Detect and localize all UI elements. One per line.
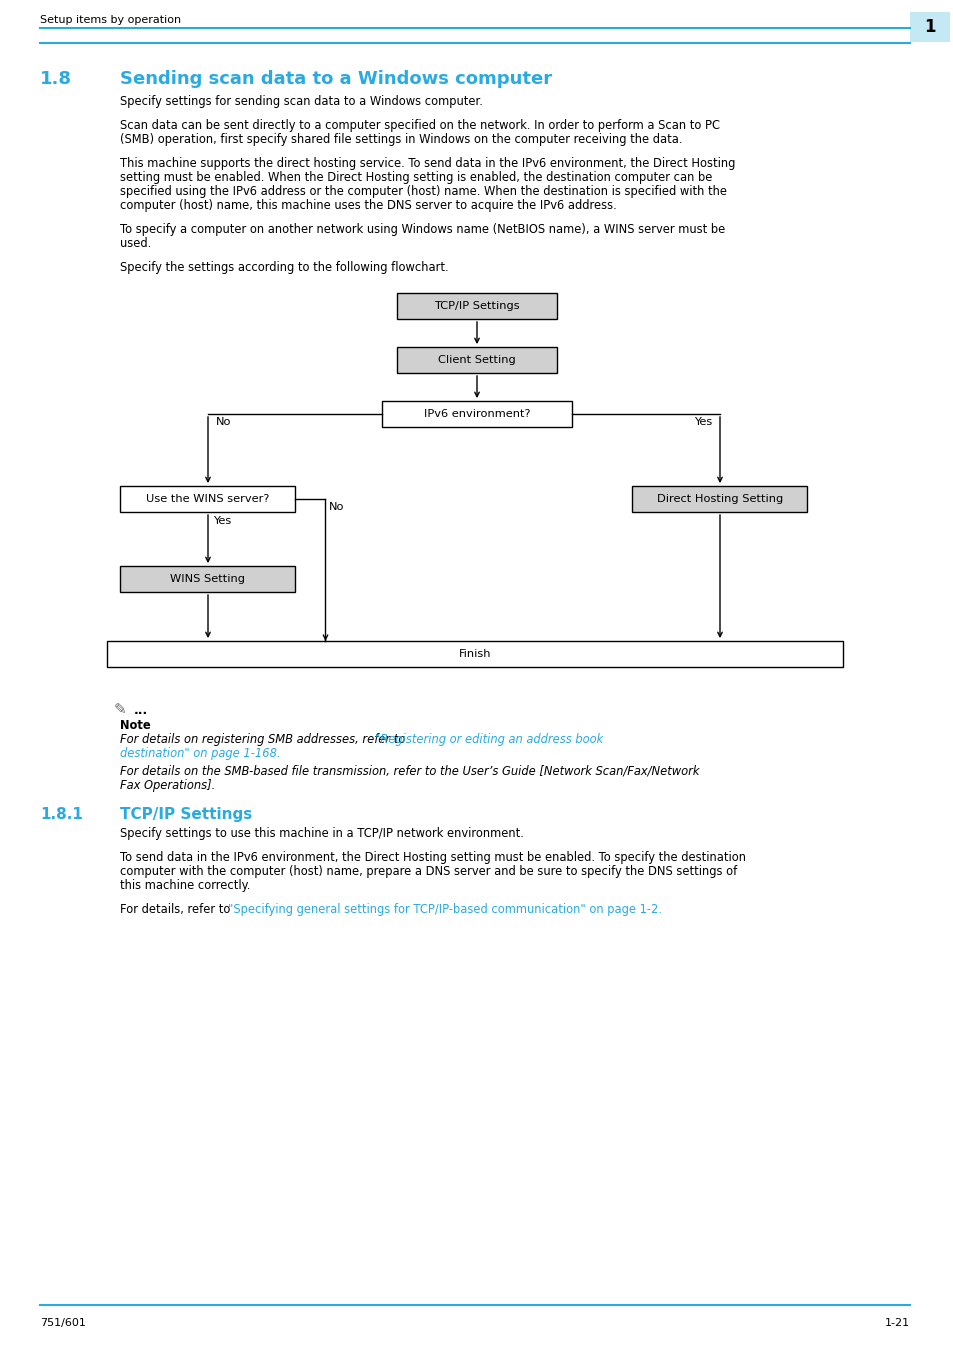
Bar <box>107 641 842 667</box>
Text: destination" on page 1-168.: destination" on page 1-168. <box>120 747 280 760</box>
Text: This machine supports the direct hosting service. To send data in the IPv6 envir: This machine supports the direct hosting… <box>120 157 735 170</box>
Text: 751/601: 751/601 <box>40 1318 86 1328</box>
Text: To specify a computer on another network using Windows name (NetBIOS name), a WI: To specify a computer on another network… <box>120 223 724 236</box>
Text: 1.8.1: 1.8.1 <box>40 807 83 822</box>
Text: specified using the IPv6 address or the computer (host) name. When the destinati: specified using the IPv6 address or the … <box>120 185 726 198</box>
Text: IPv6 environment?: IPv6 environment? <box>423 409 530 418</box>
Text: No: No <box>328 502 344 512</box>
Text: 1: 1 <box>923 18 935 36</box>
Text: ...: ... <box>133 703 148 717</box>
Text: For details, refer to: For details, refer to <box>120 903 233 917</box>
Text: Specify settings for sending scan data to a Windows computer.: Specify settings for sending scan data t… <box>120 95 482 108</box>
Bar <box>632 486 806 512</box>
Bar <box>396 293 557 319</box>
Text: No: No <box>215 417 232 427</box>
Text: Sending scan data to a Windows computer: Sending scan data to a Windows computer <box>120 70 552 88</box>
Text: 1.8: 1.8 <box>40 70 71 88</box>
Text: "Registering or editing an address book: "Registering or editing an address book <box>375 733 602 747</box>
Text: Specify settings to use this machine in a TCP/IP network environment.: Specify settings to use this machine in … <box>120 828 523 840</box>
Text: 1-21: 1-21 <box>884 1318 909 1328</box>
Text: computer with the computer (host) name, prepare a DNS server and be sure to spec: computer with the computer (host) name, … <box>120 865 737 878</box>
Text: Fax Operations].: Fax Operations]. <box>120 779 215 792</box>
Text: For details on registering SMB addresses, refer to: For details on registering SMB addresses… <box>120 733 409 747</box>
Bar <box>909 12 949 42</box>
Text: this machine correctly.: this machine correctly. <box>120 879 250 892</box>
Bar <box>396 347 557 373</box>
Text: Specify the settings according to the following flowchart.: Specify the settings according to the fo… <box>120 261 448 274</box>
Text: For details on the SMB-based file transmission, refer to the User’s Guide [Netwo: For details on the SMB-based file transm… <box>120 765 699 778</box>
Text: Note: Note <box>120 720 151 732</box>
Text: used.: used. <box>120 238 152 250</box>
Bar <box>120 566 295 593</box>
Text: Use the WINS server?: Use the WINS server? <box>146 494 270 504</box>
Text: Yes: Yes <box>693 417 711 427</box>
Bar <box>381 401 572 427</box>
Text: setting must be enabled. When the Direct Hosting setting is enabled, the destina: setting must be enabled. When the Direct… <box>120 171 712 184</box>
Text: ✎: ✎ <box>113 702 126 717</box>
Text: To send data in the IPv6 environment, the Direct Hosting setting must be enabled: To send data in the IPv6 environment, th… <box>120 850 745 864</box>
Text: Scan data can be sent directly to a computer specified on the network. In order : Scan data can be sent directly to a comp… <box>120 119 720 132</box>
Text: TCP/IP Settings: TCP/IP Settings <box>120 807 252 822</box>
Text: WINS Setting: WINS Setting <box>171 574 245 585</box>
Text: TCP/IP Settings: TCP/IP Settings <box>434 301 519 310</box>
Text: computer (host) name, this machine uses the DNS server to acquire the IPv6 addre: computer (host) name, this machine uses … <box>120 198 616 212</box>
Bar <box>120 486 295 512</box>
Text: "Specifying general settings for TCP/IP-based communication" on page 1-2.: "Specifying general settings for TCP/IP-… <box>228 903 661 917</box>
Text: Direct Hosting Setting: Direct Hosting Setting <box>657 494 782 504</box>
Text: Setup items by operation: Setup items by operation <box>40 15 181 26</box>
Text: Finish: Finish <box>458 649 491 659</box>
Text: (SMB) operation, first specify shared file settings in Windows on the computer r: (SMB) operation, first specify shared fi… <box>120 134 681 146</box>
Text: Client Setting: Client Setting <box>437 355 516 364</box>
Text: Yes: Yes <box>213 516 231 526</box>
